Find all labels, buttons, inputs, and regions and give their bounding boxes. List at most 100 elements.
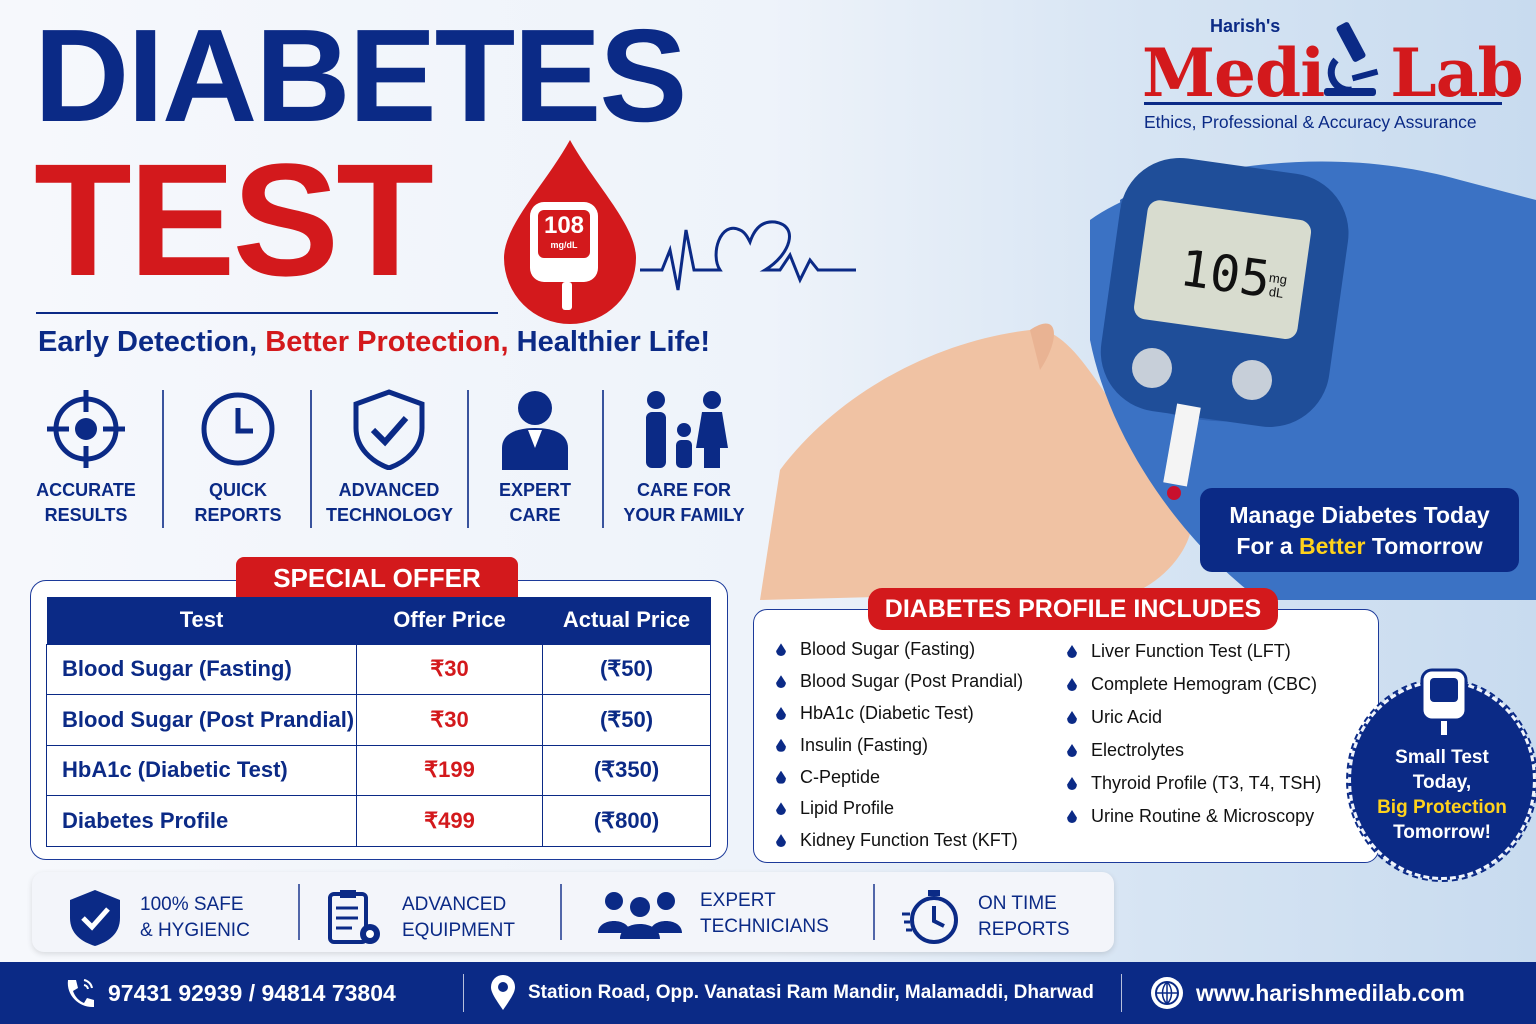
contact-footer: 97431 92939 / 94814 73804 Station Road, … — [0, 962, 1536, 1024]
clipboard-gear-icon — [328, 890, 380, 944]
list-item-label: C-Peptide — [800, 766, 881, 787]
drop-bullet-icon — [1067, 645, 1077, 658]
profile-list-left: Blood Sugar (Fasting) Blood Sugar (Post … — [776, 634, 1023, 857]
drop-bullet-icon — [776, 738, 786, 752]
drop-bullet-icon — [1067, 777, 1077, 790]
offer-table: Test Offer Price Actual Price Blood Suga… — [46, 597, 711, 847]
actual-price: (₹50) — [542, 643, 711, 695]
divider — [463, 974, 464, 1012]
test-name: Diabetes Profile — [46, 795, 357, 847]
shield-check-icon — [70, 890, 120, 946]
bottom-feature-line: TECHNICIANS — [700, 916, 829, 937]
globe-icon — [1151, 977, 1183, 1009]
list-item: HbA1c (Diabetic Test) — [776, 698, 1023, 730]
feature-divider — [310, 390, 312, 528]
feature-advanced-technology: ADVANCED TECHNOLOGY — [326, 388, 454, 528]
list-item-label: Liver Function Test (LFT) — [1091, 641, 1291, 661]
stopwatch-icon — [902, 890, 958, 944]
list-item-label: Kidney Function Test (KFT) — [800, 830, 1018, 851]
list-item: Uric Acid — [1067, 701, 1321, 734]
badge-line: Small Test — [1395, 747, 1489, 768]
table-row: Diabetes Profile ₹499 (₹800) — [46, 795, 711, 847]
list-item-label: Electrolytes — [1091, 740, 1185, 760]
actual-price: (₹800) — [542, 795, 711, 847]
address-text: Station Road, Opp. Vanatasi Ram Mandir, … — [528, 982, 1094, 1003]
logo-name-left: Medi — [1142, 34, 1325, 112]
actual-price: (₹350) — [542, 744, 711, 796]
logo-slogan: Ethics, Professional & Accuracy Assuranc… — [1144, 112, 1477, 132]
list-item: Thyroid Profile (T3, T4, TSH) — [1067, 767, 1321, 800]
feature-line: YOUR FAMILY — [623, 505, 745, 525]
drop-bullet-icon — [1067, 678, 1077, 691]
table-row: Blood Sugar (Post Prandial) ₹30 (₹50) — [46, 694, 711, 746]
address: Station Road, Opp. Vanatasi Ram Mandir, … — [490, 962, 1094, 1024]
feature-line: CARE — [509, 505, 561, 525]
list-item: Urine Routine & Microscopy — [1067, 800, 1321, 833]
team-icon — [598, 892, 682, 939]
logo-divider — [1144, 102, 1502, 105]
badge-line-highlight: Big Protection — [1377, 797, 1507, 818]
blood-drop-icon: 108 mg/dL — [500, 140, 640, 325]
offer-price: ₹199 — [356, 744, 543, 796]
phone-contact: 97431 92939 / 94814 73804 — [62, 962, 396, 1024]
logo-name-right: Lab — [1390, 34, 1523, 112]
title-test: TEST — [34, 130, 434, 309]
drop-bullet-icon — [776, 643, 786, 657]
title-diabetes: DIABETES — [34, 2, 687, 149]
bottom-feature-safe: 100% SAFE & HYGIENIC — [68, 888, 250, 948]
glucometer-icon — [1420, 668, 1468, 737]
feature-divider — [467, 390, 469, 528]
logo: Harish's Medi Lab Ethics, Professional & … — [1142, 16, 1524, 136]
test-name: Blood Sugar (Fasting) — [46, 643, 357, 695]
special-offer-title: SPECIAL OFFER — [236, 557, 518, 599]
list-item-label: Urine Routine & Microscopy — [1091, 806, 1315, 826]
feature-line: QUICK — [209, 480, 267, 500]
feature-line: ADVANCED — [338, 480, 440, 500]
manage-line2-post: Tomorrow — [1371, 533, 1483, 559]
drop-bullet-icon — [776, 706, 786, 720]
phone-numbers[interactable]: 97431 92939 / 94814 73804 — [108, 979, 396, 1006]
profile-list-right: Liver Function Test (LFT) Complete Hemog… — [1067, 635, 1321, 833]
offer-price: ₹30 — [356, 643, 543, 695]
divider — [873, 884, 875, 940]
target-icon — [47, 390, 125, 468]
feature-line: ACCURATE — [36, 480, 136, 500]
diabetes-profile-title: DIABETES PROFILE INCLUDES — [868, 588, 1278, 630]
shield-check-icon — [353, 389, 425, 470]
table-row: HbA1c (Diabetic Test) ₹199 (₹350) — [46, 744, 711, 796]
drop-bullet-icon — [776, 770, 786, 784]
meter-unit-bottom: dL — [1267, 284, 1285, 301]
heartbeat-icon — [640, 220, 856, 291]
feature-expert-care: EXPERT CARE — [490, 388, 580, 528]
logo-name: Medi Lab — [1142, 34, 1524, 112]
list-item: Blood Sugar (Post Prandial) — [776, 666, 1023, 698]
bottom-feature-equipment: ADVANCED EQUIPMENT — [326, 888, 515, 948]
website-link[interactable]: www.harishmedilab.com — [1196, 979, 1465, 1006]
drop-bullet-icon — [1067, 711, 1077, 724]
feature-line: CARE FOR — [637, 480, 731, 500]
clock-icon — [201, 392, 275, 466]
test-name: HbA1c (Diabetic Test) — [46, 744, 357, 796]
list-item-label: Complete Hemogram (CBC) — [1091, 674, 1318, 694]
feature-divider — [602, 390, 604, 528]
list-item-label: Thyroid Profile (T3, T4, TSH) — [1091, 773, 1322, 793]
divider — [298, 884, 300, 940]
list-item: C-Peptide — [776, 761, 1023, 793]
list-item: Complete Hemogram (CBC) — [1067, 668, 1321, 701]
drop-bullet-icon — [776, 802, 786, 816]
bottom-feature-reports: ON TIME REPORTS — [902, 888, 1070, 946]
bottom-feature-line: REPORTS — [978, 919, 1070, 940]
drop-reading: 108 — [543, 212, 585, 239]
website: www.harishmedilab.com — [1150, 962, 1465, 1024]
doctor-icon — [502, 391, 568, 470]
offer-price: ₹30 — [356, 694, 543, 746]
microscope-icon — [1324, 22, 1379, 96]
drop-bullet-icon — [1067, 810, 1077, 823]
feature-divider — [162, 390, 164, 528]
list-item-label: HbA1c (Diabetic Test) — [800, 702, 974, 723]
badge-line: Today, — [1412, 772, 1472, 793]
drop-bullet-icon — [776, 675, 786, 689]
feature-line: TECHNOLOGY — [326, 505, 454, 525]
drop-bullet-icon — [776, 834, 786, 848]
bottom-feature-line: ADVANCED — [402, 894, 507, 915]
